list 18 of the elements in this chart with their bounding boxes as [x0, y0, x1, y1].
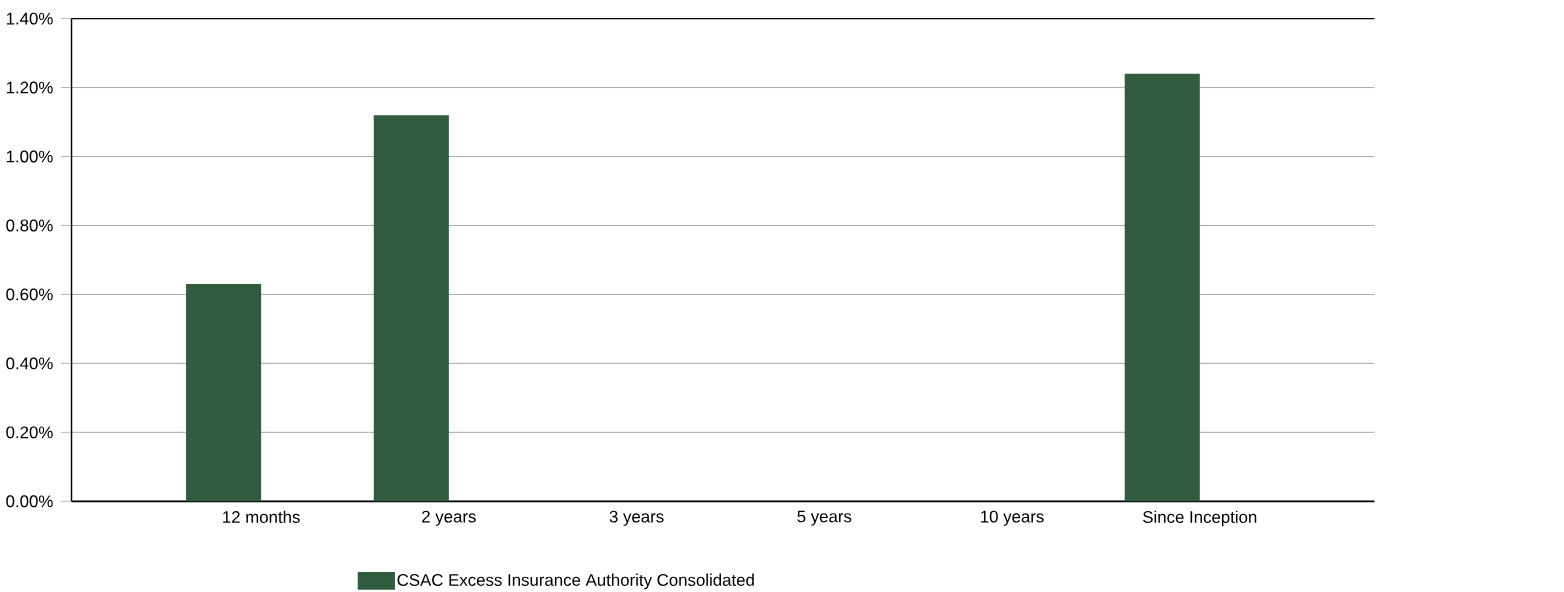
x-tick-label: 10 years	[981, 510, 1044, 526]
x-tick-label: 5 years	[797, 510, 852, 526]
x-tick-label: Since Inception	[1143, 510, 1257, 527]
legend-label: CSAC Excess Insurance Authority Consolidated	[397, 573, 754, 590]
y-tick-label: 0.80%	[6, 219, 53, 232]
y-tick-label: 1.00%	[6, 150, 53, 163]
y-tick-label: 1.40%	[6, 12, 53, 25]
y-tick-label: 0.00%	[6, 495, 53, 508]
x-tick-label: 3 years	[609, 510, 664, 526]
bar	[1124, 73, 1200, 502]
bar	[186, 284, 262, 502]
y-tick-label: 0.60%	[6, 288, 53, 301]
x-tick-label: 2 years	[422, 510, 476, 526]
x-tick-label: 12 months	[223, 510, 300, 524]
y-tick-label: 0.40%	[6, 357, 53, 370]
y-tick-label: 0.20%	[6, 426, 53, 439]
bar	[373, 115, 449, 502]
y-tick-label: 1.20%	[6, 81, 53, 94]
